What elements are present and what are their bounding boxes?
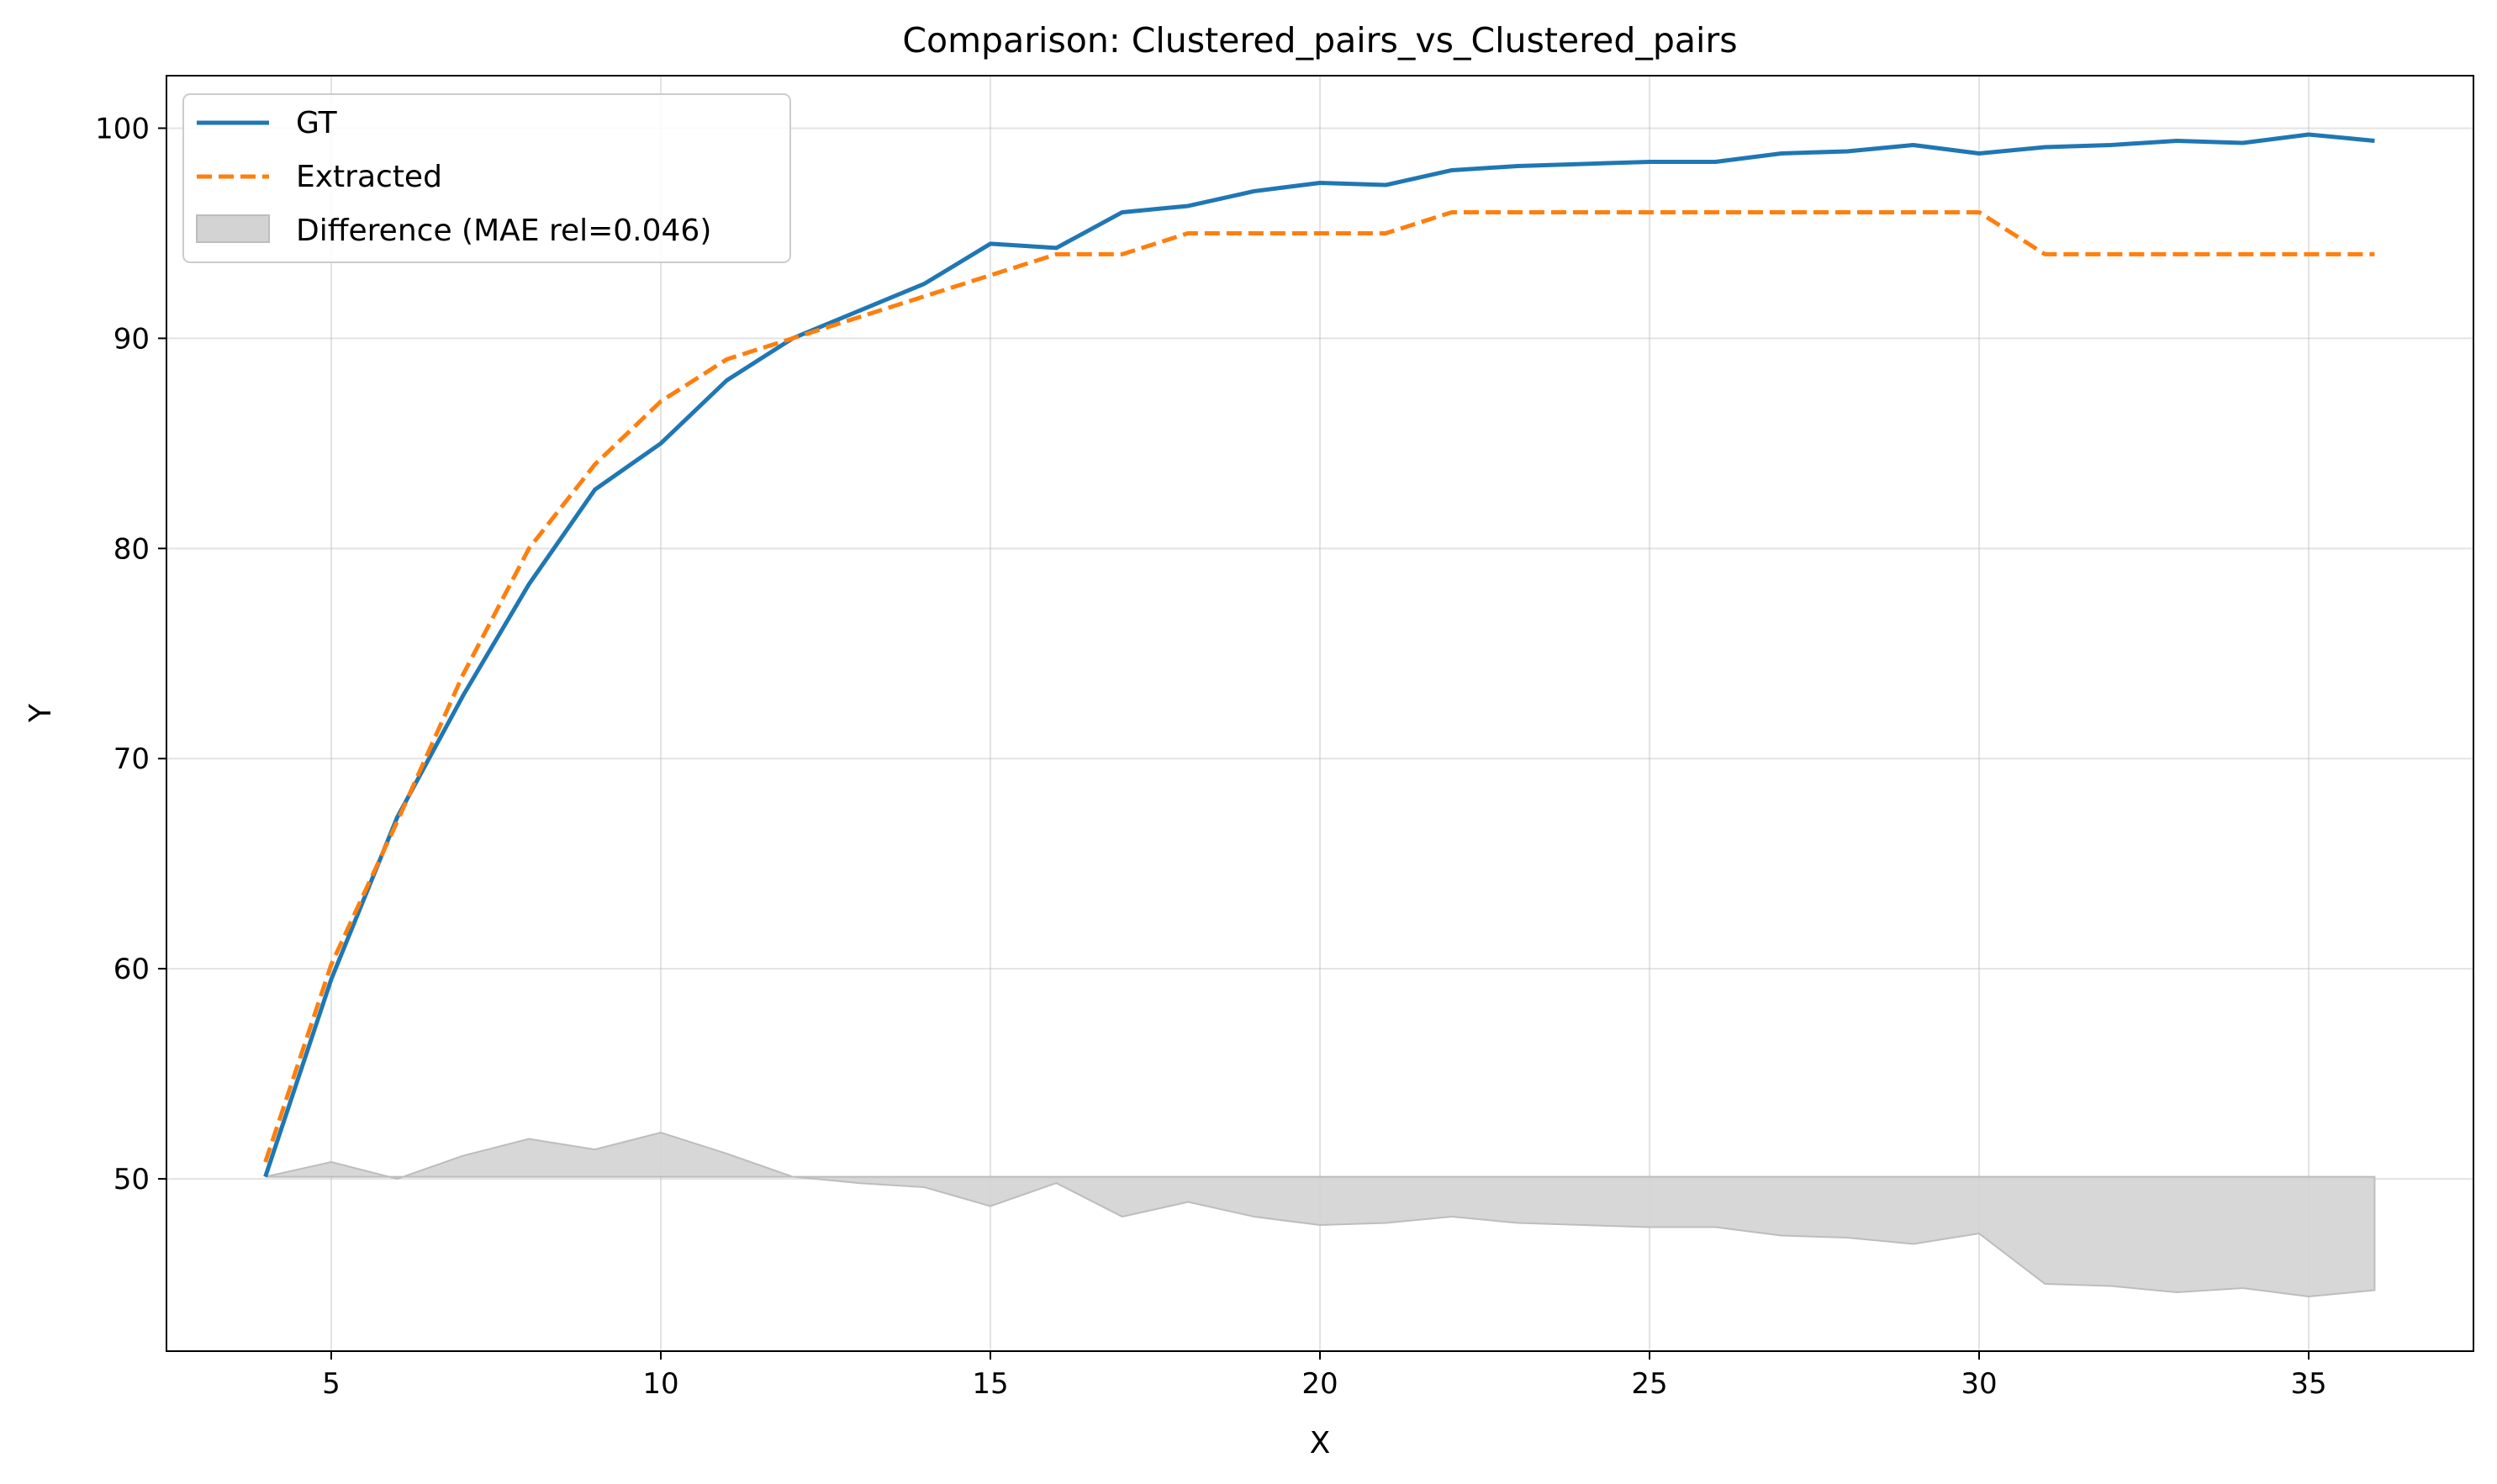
y-axis-label: Y: [24, 703, 58, 723]
y-tick-label: 100: [95, 112, 150, 145]
x-axis-ticks: 5 10 15 20 25 30 35: [322, 1351, 2327, 1401]
legend-difference-label: Difference (MAE rel=0.046): [296, 214, 711, 248]
legend: GT Extracted Difference (MAE rel=0.046): [182, 93, 791, 263]
legend-difference-swatch: [196, 214, 270, 243]
difference-area-layer: [265, 1132, 2376, 1298]
legend-extracted-label: Extracted: [296, 160, 442, 194]
x-tick-label: 30: [1961, 1367, 1997, 1401]
difference-area: [265, 1132, 2376, 1298]
y-tick-label: 60: [114, 953, 150, 986]
series-line-extracted: [263, 209, 2375, 1163]
y-axis-ticks: 50 60 70 80 90 100: [95, 112, 166, 1196]
x-axis-label: X: [1310, 1426, 1331, 1460]
y-tick-label: 50: [114, 1163, 150, 1196]
chart-title: Comparison: Clustered_pairs_vs_Clustered…: [902, 20, 1737, 61]
legend-gt-label: GT: [296, 106, 338, 140]
y-tick-label: 80: [114, 532, 150, 566]
x-tick-label: 25: [1631, 1367, 1667, 1401]
series-layer: [263, 132, 2375, 1178]
series-line-gt: [263, 132, 2375, 1178]
legend-box: [182, 93, 791, 263]
x-tick-label: 15: [972, 1367, 1008, 1401]
x-tick-label: 20: [1301, 1367, 1338, 1401]
y-tick-label: 90: [114, 322, 150, 356]
y-tick-label: 70: [114, 742, 150, 776]
x-tick-label: 35: [2290, 1367, 2326, 1401]
x-tick-label: 5: [322, 1367, 340, 1401]
grid: [166, 76, 2473, 1351]
x-tick-label: 10: [642, 1367, 678, 1401]
